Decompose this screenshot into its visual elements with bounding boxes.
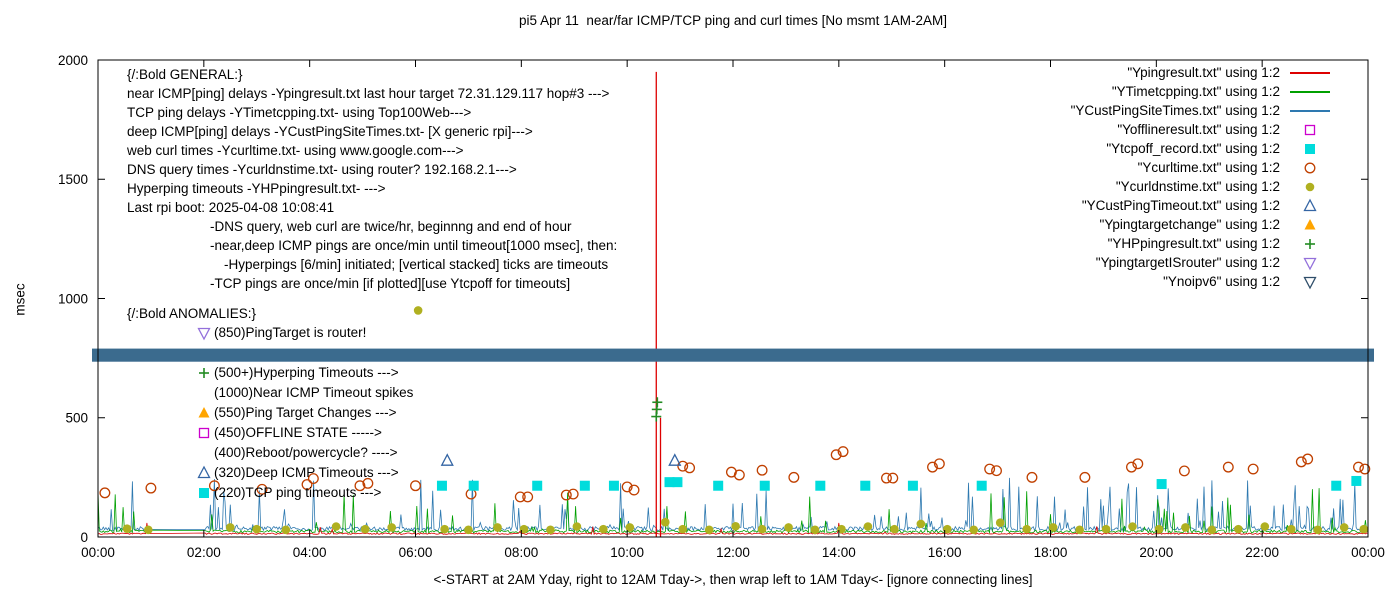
legend-label: "Ycurltime.txt" using 1:2 xyxy=(1137,160,1280,175)
square-open-icon xyxy=(1304,124,1316,135)
x-tick-label: 00:00 xyxy=(81,545,115,560)
line-icon xyxy=(1290,90,1330,93)
legend-label: "YCustPingSiteTimes.txt" using 1:2 xyxy=(1070,103,1280,118)
x-tick-label: 16:00 xyxy=(928,545,962,560)
legend-item-Ynoipv6: "Ynoipv6" using 1:2 xyxy=(1071,272,1332,291)
scatter-Ytcpoff_record xyxy=(436,475,1362,491)
legend-label: "YTimetcpping.txt" using 1:2 xyxy=(1111,84,1280,99)
legend-label: "Ycurldnstime.txt" using 1:2 xyxy=(1115,179,1280,194)
legend-label: "YpingtargetISrouter" using 1:2 xyxy=(1095,255,1280,270)
y-tick-label: 500 xyxy=(65,411,88,426)
series-YCustPingSiteTimes xyxy=(97,477,1369,533)
x-tick-label: 10:00 xyxy=(610,545,644,560)
scatter-Ycurldnstime xyxy=(122,306,1369,535)
x-tick-label: 14:00 xyxy=(822,545,856,560)
triangle-up-open-icon xyxy=(1303,198,1317,211)
series-Ypingresult xyxy=(97,522,1369,535)
line-icon xyxy=(1290,109,1330,112)
x-tick-label: 04:00 xyxy=(293,545,327,560)
x-tick-label: 06:00 xyxy=(399,545,433,560)
plus-icon xyxy=(1305,238,1315,249)
legend-item-YCustPingSiteTimes: "YCustPingSiteTimes.txt" using 1:2 xyxy=(1071,101,1332,120)
legend-label: "Ytcpoff_record.txt" using 1:2 xyxy=(1106,141,1280,156)
scatter-Ycurltime xyxy=(99,446,1371,503)
legend-label: "YHPpingresult.txt" using 1:2 xyxy=(1107,236,1280,251)
legend-item-Ytcpoff_record: "Ytcpoff_record.txt" using 1:2 xyxy=(1071,139,1332,158)
legend-item-Ycurldnstime: "Ycurldnstime.txt" using 1:2 xyxy=(1071,177,1332,196)
scatter-YHPpingresult xyxy=(651,397,663,422)
legend-item-YHPpingresult: "YHPpingresult.txt" using 1:2 xyxy=(1071,234,1332,253)
legend-item-YCustPingTimeout: "YCustPingTimeout.txt" using 1:2 xyxy=(1071,196,1332,215)
circle-filled-icon xyxy=(1305,182,1315,191)
circle-open-icon xyxy=(1304,162,1316,173)
legend-label: "Yofflineresult.txt" using 1:2 xyxy=(1117,122,1280,137)
y-tick-label: 1500 xyxy=(58,172,88,187)
triangle-down-open-icon xyxy=(1303,257,1317,270)
legend-label: "Ypingtargetchange" using 1:2 xyxy=(1099,217,1280,232)
x-axis-label: <-START at 2AM Yday, right to 12AM Tday-… xyxy=(433,572,1033,587)
x-tick-label: 12:00 xyxy=(716,545,750,560)
triangle-up-filled-icon xyxy=(1304,218,1316,229)
axes: 00:00 02:00 04:00 06:00 08:00 10:00 12:00 14:00… xyxy=(58,53,1385,560)
series-YTimetcpping xyxy=(97,488,1369,535)
legend-item-Ypingresult: "Ypingresult.txt" using 1:2 xyxy=(1071,63,1332,82)
legend-item-YpingtargetISrouter: "YpingtargetISrouter" using 1:2 xyxy=(1071,253,1332,272)
x-tick-label: 02:00 xyxy=(187,545,221,560)
triangle-down-open-icon xyxy=(1303,276,1317,289)
red-timeout-spikes xyxy=(655,71,662,537)
legend-item-Ycurltime: "Ycurltime.txt" using 1:2 xyxy=(1071,158,1332,177)
line-icon xyxy=(1290,71,1330,74)
x-tick-label: 08:00 xyxy=(504,545,538,560)
x-tick-label: 22:00 xyxy=(1245,545,1279,560)
y-tick-label: 1000 xyxy=(58,291,88,306)
square-filled-icon xyxy=(1305,143,1315,154)
ynoipv6-band xyxy=(92,348,1374,362)
x-tick-label: 00:00 xyxy=(1351,545,1385,560)
legend-label: "Ynoipv6" using 1:2 xyxy=(1163,274,1280,289)
y-tick-label: 2000 xyxy=(58,53,88,68)
legend-item-Ypingtargetchange: "Ypingtargetchange" using 1:2 xyxy=(1071,215,1332,234)
legend-label: "YCustPingTimeout.txt" using 1:2 xyxy=(1081,198,1280,213)
y-tick-label: 0 xyxy=(80,530,88,545)
x-tick-label: 20:00 xyxy=(1139,545,1173,560)
x-tick-label: 18:00 xyxy=(1034,545,1068,560)
chart-title: pi5 Apr 11 near/far ICMP/TCP ping and cu… xyxy=(519,13,947,28)
legend-item-Yofflineresult: "Yofflineresult.txt" using 1:2 xyxy=(1071,120,1332,139)
scatter-YCustPingTimeout xyxy=(440,453,682,466)
legend-label: "Ypingresult.txt" using 1:2 xyxy=(1127,65,1280,80)
legend-item-YTimetcpping: "YTimetcpping.txt" using 1:2 xyxy=(1071,82,1332,101)
legend: "Ypingresult.txt" using 1:2 "YTimetcpping… xyxy=(1071,63,1332,291)
